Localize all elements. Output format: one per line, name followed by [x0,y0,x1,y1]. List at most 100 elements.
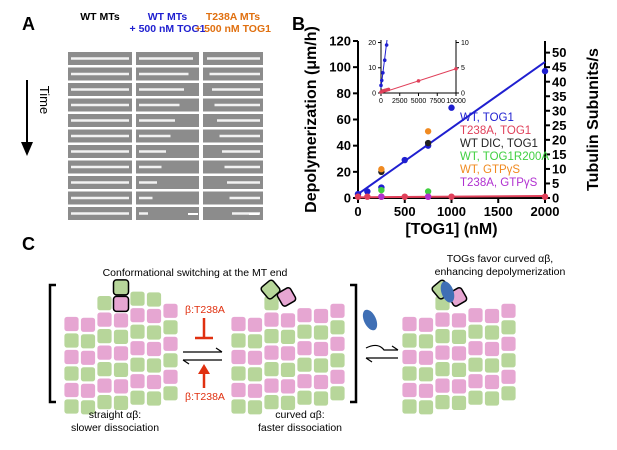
data-point [424,139,432,147]
tubulin-subunit [280,378,296,395]
tubulin-subunit [296,356,313,373]
tubulin-subunit [263,344,280,361]
data-point [378,166,385,173]
tubulin-subunit [80,399,96,416]
tubulin-subunit [418,382,434,399]
time-arrow-head [21,142,33,156]
bracket [350,283,358,404]
y2-tick-label: 35 [552,89,566,104]
tubulin-subunit [451,378,467,395]
arrow [182,359,222,365]
tubulin-subunit [329,352,346,369]
chart: 0 500 1000 1500 2000020406080100120051015202… [303,26,602,238]
tubulin-subunit [247,316,263,333]
panel-label: B [292,14,305,34]
y-tick-label: 100 [329,60,351,75]
arrow [365,357,398,363]
y2-tick-label: 20 [552,132,566,147]
tubulin-subunit [329,368,346,385]
tubulin-subunit [80,333,96,350]
x-tick-label: 1500 [484,204,513,219]
data-point [378,186,385,194]
kymograph-strip [136,191,199,205]
arrow [365,344,399,351]
tubulin-subunit [96,394,113,411]
diagram-text: β:T238A [185,304,225,316]
tubulin-subunit [263,361,280,378]
tubulin-subunit [230,316,247,332]
diagram-text: Conformational switching at the MT end [103,267,288,279]
time-label: Time [37,86,52,114]
x-tick-label: 1000 [437,204,466,219]
tubulin-subunit [63,398,80,415]
tubulin-subunit [451,361,467,378]
tubulin-subunit [162,385,179,402]
tubulin-subunit [129,340,146,357]
y2-tick-label: 5 [461,65,465,72]
tubulin-subunit [434,377,451,394]
tubulin-subunit [401,349,418,365]
tubulin-subunit [418,366,434,383]
data-point [454,66,458,71]
data-point [386,87,391,92]
inset-background [378,36,458,96]
y2-tick-label: 5 [552,176,559,191]
kymograph-strip [136,160,199,174]
tubulin-subunit [296,373,313,390]
x-tick-label: 5000 [411,98,427,105]
tubulin-subunit [146,308,162,324]
tubulin-subunit [280,328,296,345]
data-point [384,43,389,47]
tubulin-subunit [280,312,296,329]
highlighted-beta [112,295,130,313]
kymograph-strip [136,145,199,158]
tubulin-subunit [80,366,96,383]
tubulin-subunit [329,335,346,352]
tubulin-subunit [401,365,418,382]
scale-bar [249,213,259,215]
diagram-text: slower dissociation [71,422,159,434]
y-tick-label: 40 [337,138,351,153]
tubulin-subunit [401,332,418,349]
tubulin-subunit [263,311,280,328]
column-label: T238A MTs [206,11,260,23]
data-point [541,67,549,75]
diagram-text: TOGs favor curved αβ, [447,253,553,265]
arrow [183,347,223,353]
tubulin-subunit [63,332,80,349]
data-point [379,78,384,83]
y2-tick-label: 0 [461,90,465,97]
tubulin-subunit [467,340,484,357]
tubulin-subunit [451,345,467,362]
data-point [424,188,432,195]
tog-domain [440,281,455,303]
tubulin-subunit [313,357,329,374]
y-tick-label: 20 [368,40,376,47]
tubulin-subunit [263,377,280,394]
tubulin-subunit [146,324,162,341]
tubulin-subunit [247,333,263,350]
tubulin-subunit [467,323,484,340]
tubulin-subunit [162,368,179,385]
kymograph-strip [136,207,199,220]
x-axis-label: [TOG1] (nM) [405,221,497,238]
data-point [448,193,455,200]
tubulin-subunit [500,335,517,352]
tubulin-subunit [280,361,296,378]
tubulin-subunit [247,349,263,366]
tubulin-subunit [329,385,346,402]
tubulin-subunit [296,389,313,406]
bracket [48,283,56,404]
highlighted-alpha [112,279,130,296]
column-label: + 500 nM TOG1 [195,23,271,35]
y-tick-label: 20 [337,164,351,179]
inhibition [195,318,213,340]
tubulin-subunit [162,352,179,369]
tubulin-subunit [129,307,146,324]
y-tick-label: 60 [337,112,351,127]
tubulin-subunit [484,308,500,324]
data-point [416,79,421,83]
data-point [364,193,371,200]
